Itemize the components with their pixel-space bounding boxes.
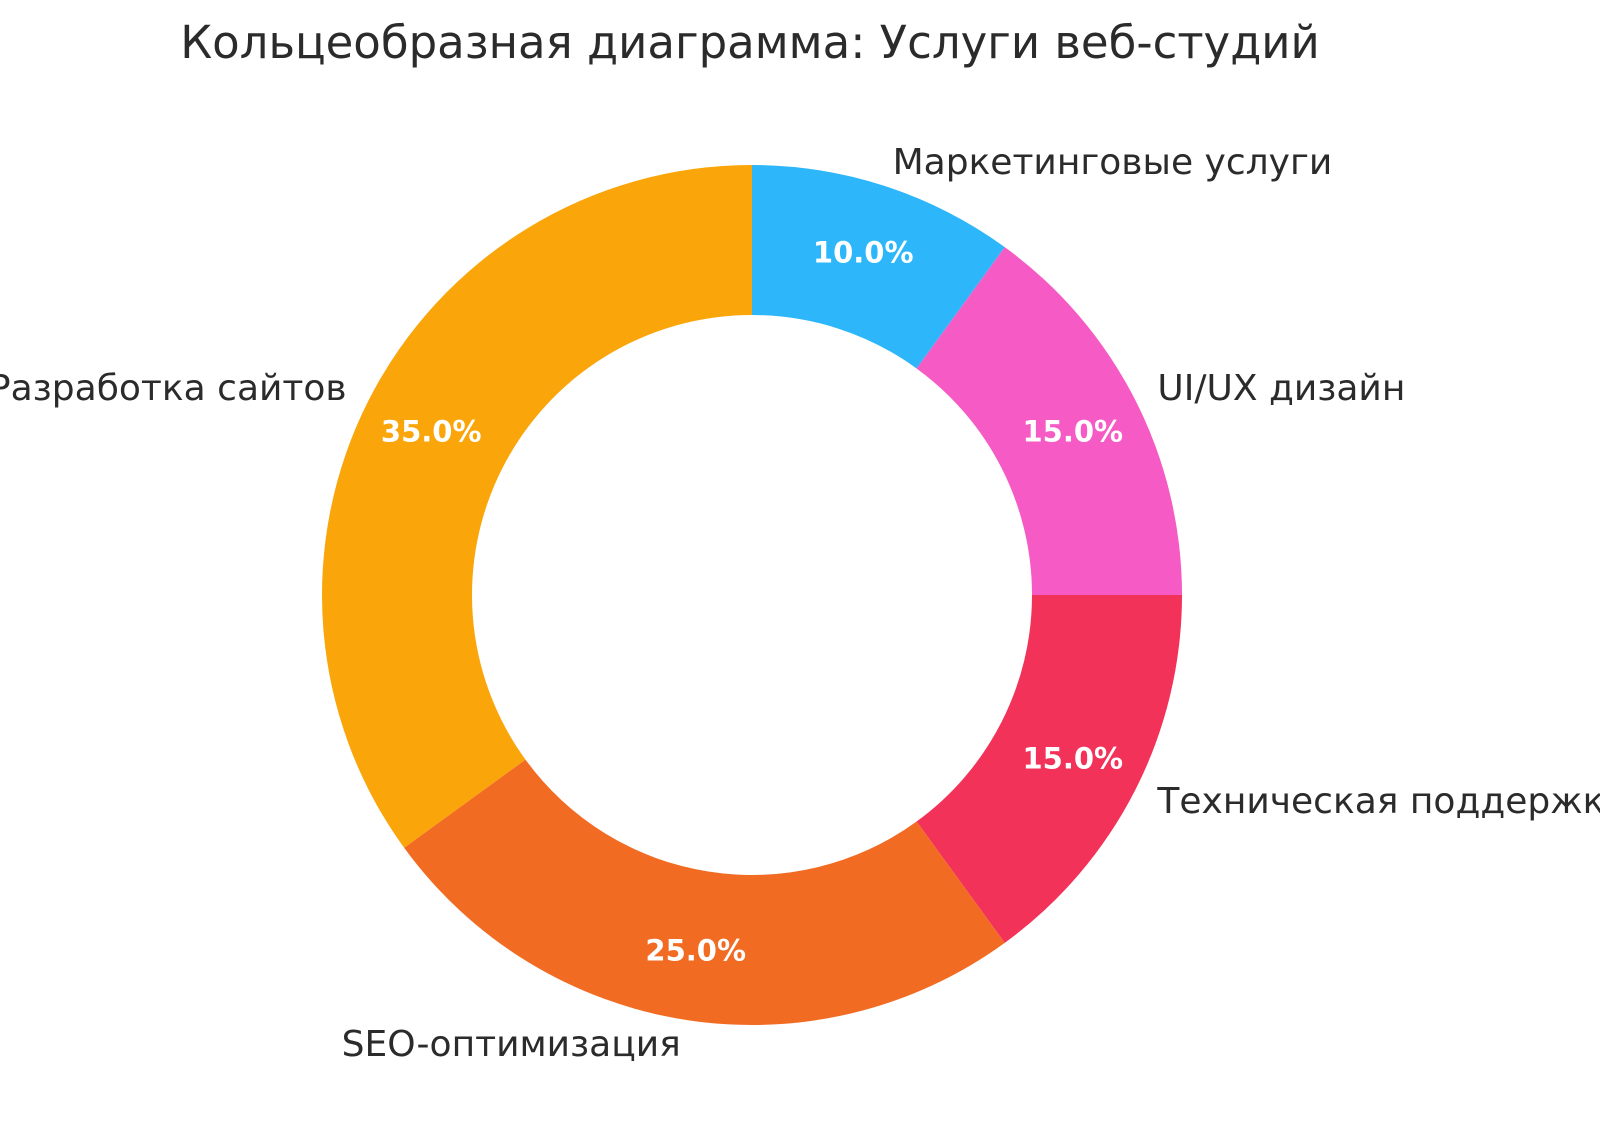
donut-segment-3 (404, 759, 1005, 1026)
donut-segment-0 (752, 165, 1005, 369)
slice-category-label-3: SEO-оптимизация (342, 1024, 681, 1065)
chart-title: Кольцеобразная диаграмма: Услуги веб-сту… (180, 16, 1320, 69)
slice-pct-label-1: 15.0% (1022, 415, 1123, 449)
slice-pct-label-3: 25.0% (645, 934, 746, 968)
slice-category-label-1: UI/UX дизайн (1157, 368, 1405, 409)
donut-segments-group (321, 165, 1182, 1026)
slice-pct-label-0: 10.0% (813, 236, 914, 270)
donut-segment-4 (321, 165, 752, 848)
donut-segment-1 (916, 247, 1182, 595)
slice-category-label-0: Маркетинговые услуги (893, 142, 1333, 183)
donut-labels-group: 10.0% Маркетинговые услуги 15.0% UI/UX диза… (0, 142, 1600, 1065)
slice-pct-label-2: 15.0% (1022, 741, 1123, 775)
slice-pct-label-4: 35.0% (381, 415, 482, 449)
donut-segment-2 (916, 595, 1182, 943)
slice-category-label-4: Разработка сайтов (0, 368, 347, 409)
slice-category-label-2: Техническая поддержка (1156, 781, 1600, 822)
